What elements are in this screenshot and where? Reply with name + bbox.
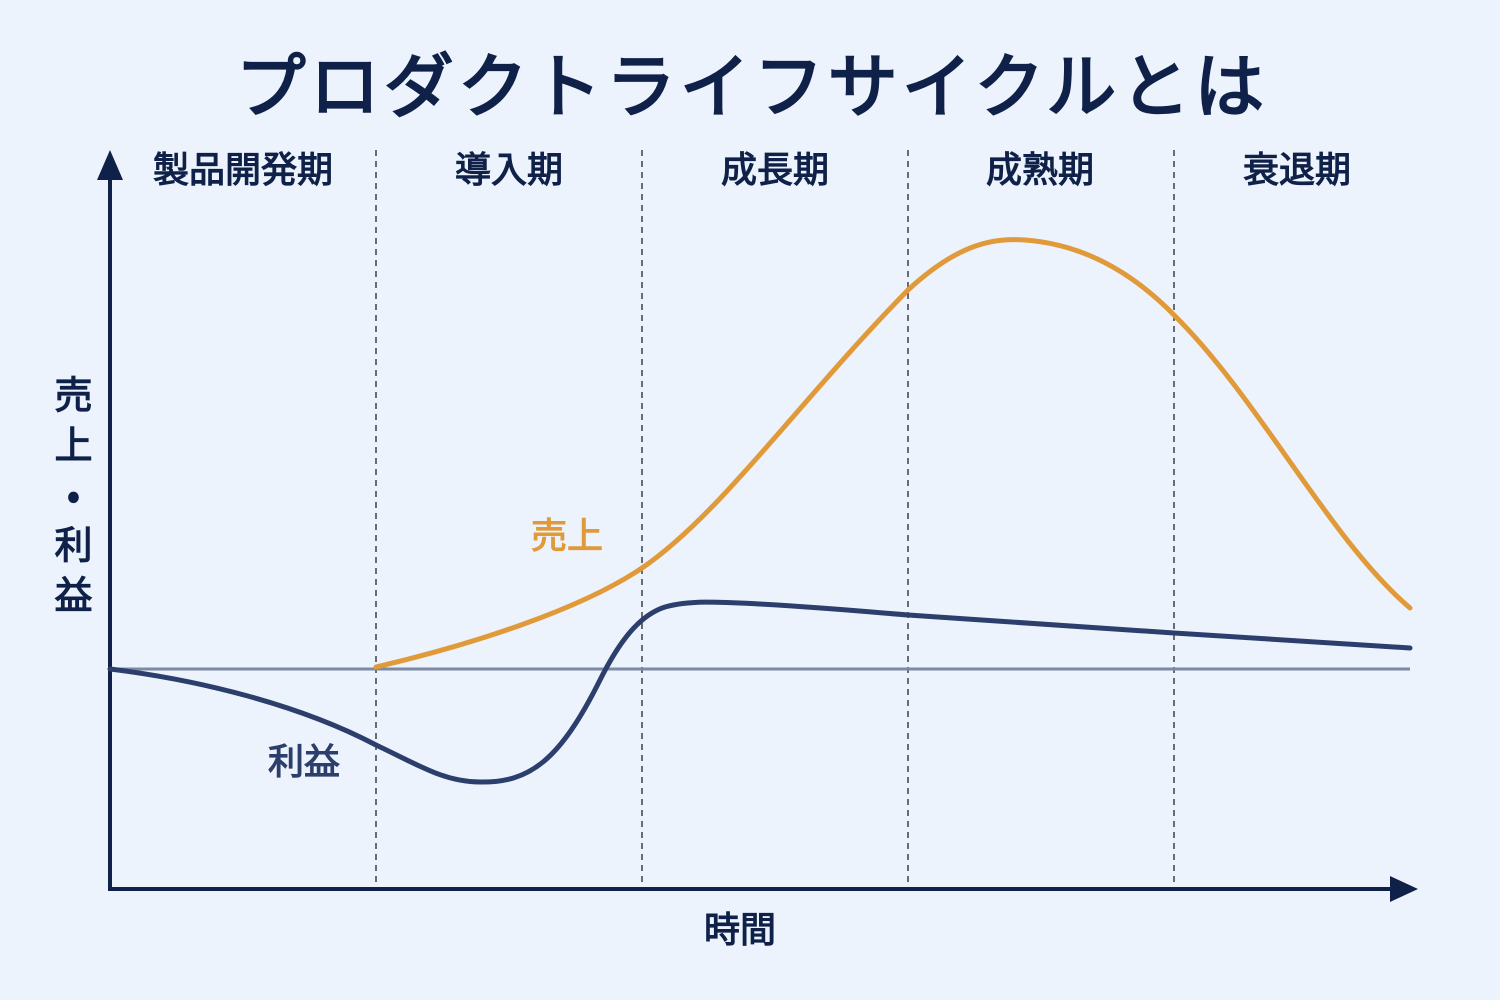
x-axis-label: 時間 xyxy=(704,910,776,951)
y-axis-arrow xyxy=(97,150,123,180)
phase-label: 製品開発期 xyxy=(153,150,333,191)
sales-curve xyxy=(373,237,1413,670)
y-axis-label: 売上・利益 xyxy=(48,375,93,625)
phase-label: 衰退期 xyxy=(1243,150,1351,191)
profit-label: 利益 xyxy=(268,742,340,783)
phase-labels: 製品開発期 導入期 成長期 成熟期 衰退期 xyxy=(153,150,1351,191)
phase-label: 導入期 xyxy=(455,150,563,191)
sales-label: 売上 xyxy=(531,516,603,557)
profit-curve xyxy=(107,599,1413,785)
title: プロダクトライフサイクルとは xyxy=(236,46,1269,128)
phase-dividers xyxy=(375,150,1175,884)
phase-label: 成長期 xyxy=(721,150,829,191)
phase-label: 成熟期 xyxy=(986,150,1094,191)
x-axis-arrow xyxy=(1390,876,1418,902)
